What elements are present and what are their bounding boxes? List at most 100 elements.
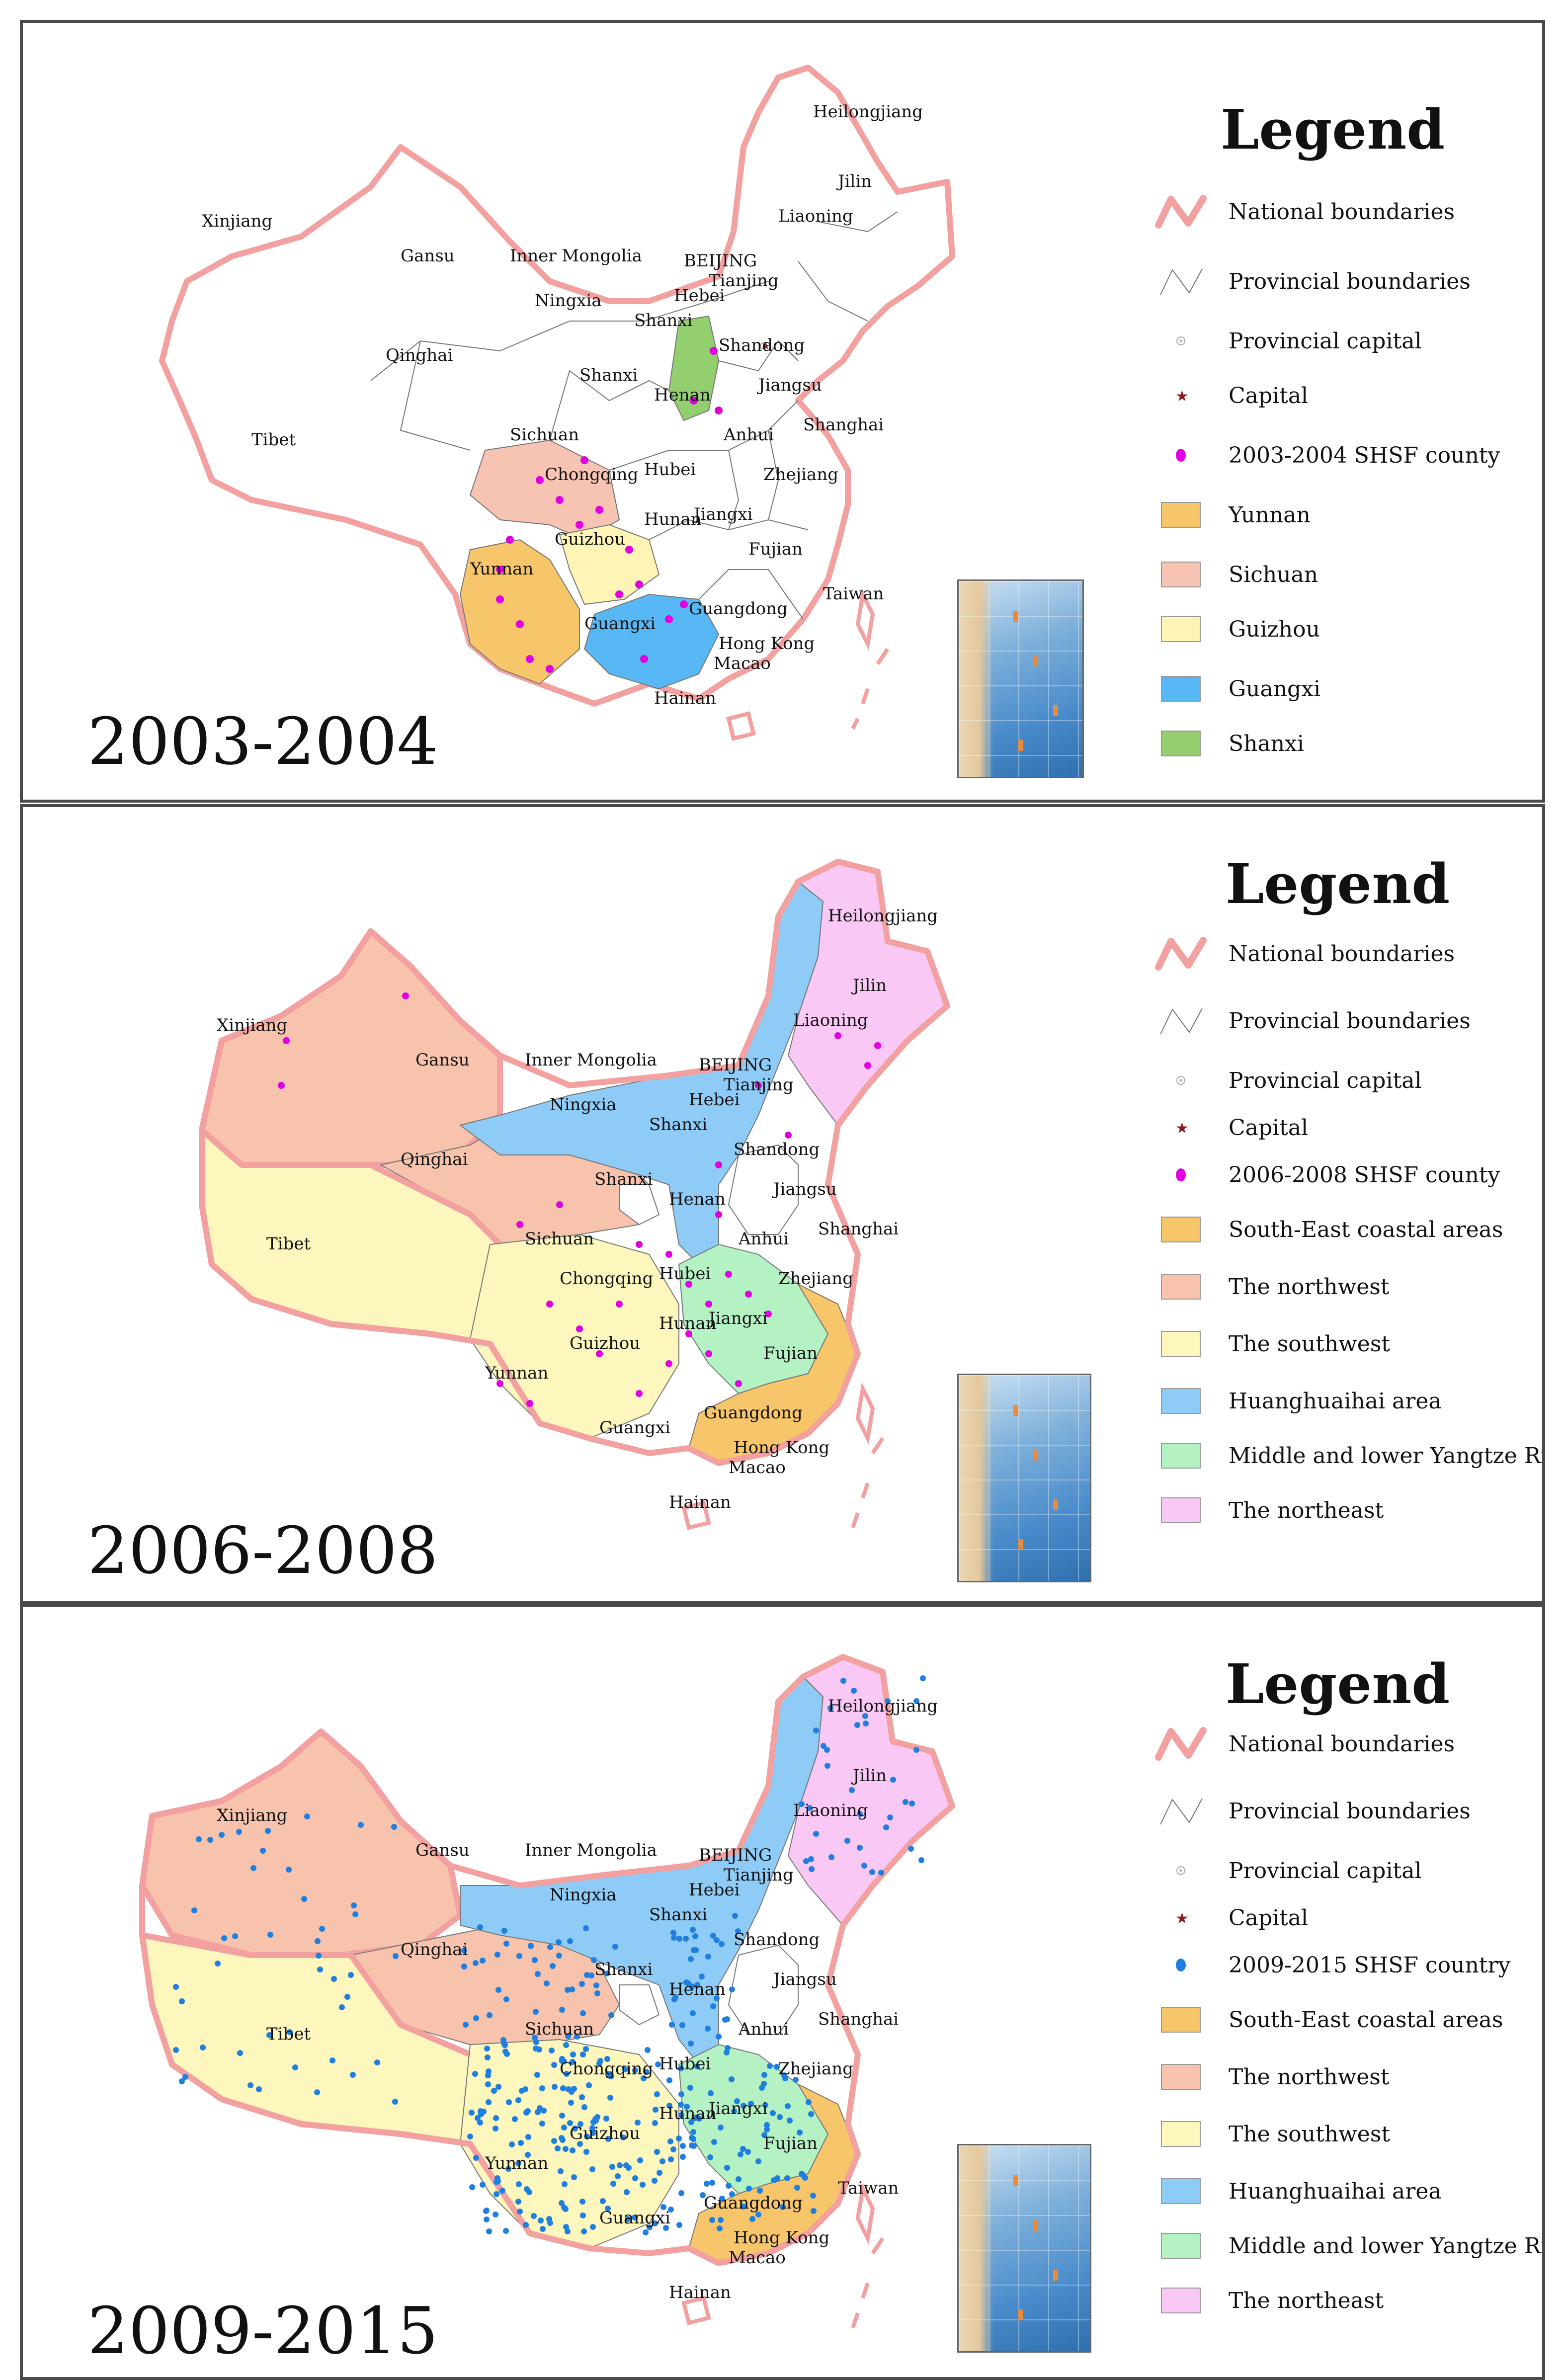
- shsf-county-dot: [813, 1727, 819, 1733]
- shsf-county-dot: [580, 2052, 586, 2057]
- shsf-county-dot: [509, 2141, 515, 2147]
- province-label: Xinjiang: [217, 1806, 287, 1825]
- shsf-county-dot: [179, 2078, 185, 2084]
- shsf-county-dot: [687, 2085, 693, 2091]
- shsf-county-dot: [909, 1801, 915, 1806]
- province-label: Guizhou: [570, 2124, 640, 2143]
- shsf-county-dot: [705, 2026, 711, 2032]
- legend-item-label: Provincial boundaries: [1229, 268, 1471, 294]
- province-label: Gansu: [401, 246, 455, 266]
- county-dot-icon: [1176, 1168, 1186, 1181]
- province-label: Jiangxi: [707, 1309, 768, 1328]
- shsf-county-dot: [849, 1787, 855, 1793]
- shsf-county-dot: [678, 2065, 684, 2071]
- shsf-county-dot: [352, 1911, 358, 1917]
- shsf-county-dot: [478, 2108, 484, 2114]
- shsf-county-dot: [315, 1938, 321, 1944]
- shsf-county-dot: [574, 2034, 580, 2040]
- legend-item: Guangxi: [1151, 671, 1320, 706]
- shsf-county-dot: [714, 1995, 720, 2001]
- province-label: Sichuan: [525, 2019, 594, 2039]
- province-label: Guangdong: [704, 2193, 803, 2213]
- shsf-county-dot: [607, 2095, 613, 2101]
- region-swatch: [1161, 502, 1201, 528]
- shsf-county-dot: [757, 2188, 763, 2194]
- legend-item: The southwest: [1151, 2117, 1390, 2151]
- legend-item-label: South-East coastal areas: [1229, 2007, 1503, 2033]
- shsf-county-dot: [729, 1986, 735, 1992]
- province-label: Heilongjiang: [828, 906, 938, 926]
- shsf-county-dot: [247, 2082, 253, 2088]
- province-label: Macao: [714, 654, 771, 673]
- province-label: Tianjing: [724, 1865, 794, 1885]
- shsf-county-dot: [678, 2190, 684, 2196]
- shsf-county-dot: [515, 2160, 521, 2166]
- shsf-county-dot: [581, 2104, 587, 2110]
- province-label: BEIJING: [684, 251, 757, 271]
- shsf-county-dot: [570, 2059, 576, 2065]
- legend-item: National boundaries: [1151, 1726, 1455, 1761]
- shsf-county-dot: [797, 2130, 803, 2135]
- shsf-county-dot: [670, 1930, 676, 1936]
- province-label: Henan: [669, 1189, 726, 1209]
- legend-item-label: The northeast: [1229, 2288, 1384, 2313]
- shsf-county-dot: [624, 2189, 630, 2195]
- legend-item: Yunnan: [1151, 497, 1311, 532]
- shsf-county-dot: [549, 2048, 555, 2053]
- shsf-county-dot: [484, 2046, 490, 2052]
- province-label: Jiangsu: [772, 1970, 837, 1989]
- shsf-county-dot: [266, 2032, 272, 2038]
- shsf-county-dot: [562, 2181, 568, 2187]
- province-label: Henan: [654, 385, 711, 405]
- shsf-county-dot: [844, 1838, 850, 1844]
- shsf-county-dot: [777, 2114, 783, 2120]
- shsf-county-dot: [477, 2120, 483, 2126]
- province-label: Zhejiang: [778, 2059, 853, 2079]
- province-label: Liaoning: [793, 1801, 868, 1820]
- shsf-county-dot: [393, 1953, 399, 1959]
- shsf-county-dot: [802, 2175, 808, 2181]
- shsf-county-dot: [622, 2066, 628, 2072]
- capital-star-icon: ★: [1175, 388, 1189, 405]
- shsf-county-dot: [734, 2098, 740, 2104]
- shsf-county-dot: [890, 1777, 896, 1783]
- legend-item: 2009-2015 SHSF country: [1151, 1948, 1510, 1982]
- province-label: Shanghai: [818, 2009, 899, 2029]
- shsf-county-dot: [494, 1952, 500, 1958]
- province-label: Hong Kong: [734, 2228, 829, 2248]
- shsf-county-dot: [785, 2103, 791, 2109]
- shsf-county-dot: [724, 2050, 730, 2055]
- shsf-county-dot: [538, 2217, 544, 2223]
- shsf-county-dot: [473, 1960, 479, 1966]
- shsf-county-dot: [635, 2120, 641, 2126]
- shsf-county-dot: [546, 2216, 552, 2222]
- province-label: Anhui: [738, 2019, 789, 2039]
- shsf-county-dot: [684, 2104, 690, 2110]
- china-map-2003-2004: ★ Heilongjiang Jilin Liaoning Xinjiang Gansu…: [159, 65, 955, 741]
- shsf-county-dot: [653, 2107, 659, 2113]
- svg-text:★: ★: [1175, 1120, 1189, 1137]
- shsf-county-dot: [643, 2069, 649, 2075]
- shsf-county-dot: [256, 2086, 262, 2092]
- shsf-county-dot: [640, 2182, 646, 2188]
- legend-item-label: The southwest: [1229, 2121, 1391, 2147]
- shsf-county-dot: [532, 1957, 538, 1963]
- shsf-county-dot: [632, 2175, 638, 2181]
- map-panel-2003-2004: ★ Heilongjiang Jilin Liaoning Xinjiang Gansu…: [20, 20, 1545, 803]
- province-label: Heilongjiang: [828, 1696, 938, 1716]
- province-label: Jilin: [836, 171, 872, 191]
- shsf-county-dot: [908, 1846, 914, 1852]
- shsf-county-dot: [461, 1964, 467, 1970]
- shsf-county-dot: [558, 2168, 564, 2174]
- shsf-county-dot: [491, 2088, 497, 2094]
- shsf-county-dot: [480, 2182, 486, 2188]
- shsf-county-dot: [680, 2143, 686, 2149]
- shsf-county-dot: [689, 2135, 695, 2141]
- provincial-boundary-icon: [1160, 268, 1203, 295]
- shsf-county-dot: [755, 2158, 761, 2164]
- shsf-county-dot: [666, 2077, 672, 2083]
- shsf-county-dot: [770, 2110, 776, 2116]
- shsf-county-dot: [267, 1932, 273, 1938]
- province-label: Guangxi: [599, 2208, 670, 2228]
- shsf-county-dot: [724, 2016, 730, 2022]
